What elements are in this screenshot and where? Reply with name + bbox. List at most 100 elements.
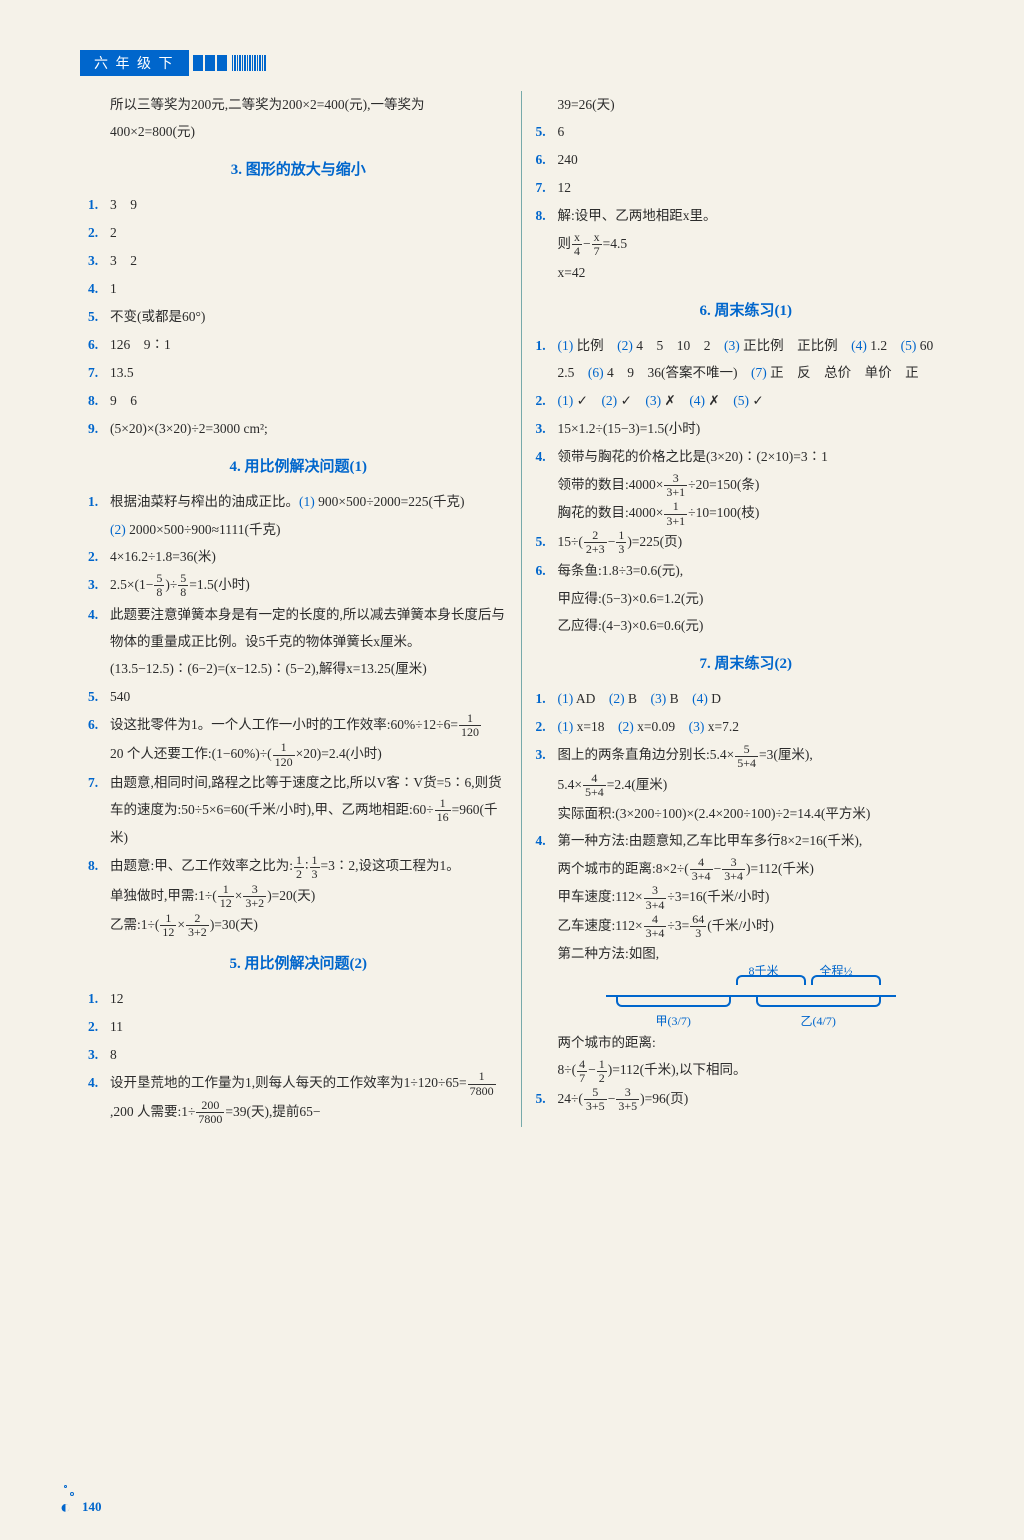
answer-text: 甲车速度:112×33+4÷3=16(千米/小时) <box>536 883 957 912</box>
answer-text: 39=26(天) <box>536 91 957 118</box>
answer-text: 6 <box>558 118 957 145</box>
answer-text: 24÷(53+5−33+5)=96(页) <box>558 1085 957 1114</box>
answer-text: 设开垦荒地的工作量为1,则每人每天的工作效率为1÷120÷65=17800,20… <box>110 1069 509 1126</box>
answer-text: x=42 <box>536 259 957 286</box>
item-number: 4. <box>88 1069 110 1126</box>
answer-text: 领带与胸花的价格之比是(3×20)∶(2×10)=3∶1 <box>558 443 957 470</box>
page-number: 140 <box>82 1499 102 1515</box>
intro-text: 所以三等奖为200元,二等奖为200×2=400(元),一等奖为400×2=80… <box>88 91 509 145</box>
answer-text: 8÷(47−12)=112(千米),以下相同。 <box>536 1056 957 1085</box>
item-number: 6. <box>88 711 110 740</box>
section-3-title: 3. 图形的放大与缩小 <box>88 155 509 185</box>
line-diagram: 8千米 全程½ 甲(3/7) 乙(4/7) <box>606 973 896 1021</box>
answer-text: 乙应得:(4−3)×0.6=0.6(元) <box>536 612 957 639</box>
item-number: 5. <box>88 683 110 710</box>
item-number: 6. <box>536 146 558 173</box>
item-number: 2. <box>536 387 558 414</box>
item-number: 1. <box>88 488 110 515</box>
item-number: 4. <box>88 601 110 682</box>
item-number: 4. <box>88 275 110 302</box>
bubble-icon <box>70 1492 74 1496</box>
answer-text: 乙需:1÷(112×23+2)=30(天) <box>88 911 509 940</box>
answer-text: 不变(或都是60°) <box>110 303 509 330</box>
right-column: 39=26(天) 5.6 6.240 7.12 8.解:设甲、乙两地相距x里。 … <box>522 91 965 1127</box>
answer-text: 由题意:甲、乙工作效率之比为:12∶13=3∶2,设这项工程为1。 <box>110 852 509 881</box>
item-number: 3. <box>88 1041 110 1068</box>
answer-text: (1) ✓ (2) ✓ (3) ✗ (4) ✗ (5) ✓ <box>558 387 957 414</box>
answer-text: (2) 2000×500÷900≈1111(千克) <box>88 516 509 543</box>
content-columns: 所以三等奖为200元,二等奖为200×2=400(元),一等奖为400×2=80… <box>80 91 964 1127</box>
answer-text: (1) AD (2) B (3) B (4) D <box>558 685 957 712</box>
page: 六 年 级 下 所以三等奖为200元,二等奖为200×2=400(元),一等奖为… <box>0 0 1024 1540</box>
section-7-title: 7. 周末练习(2) <box>536 649 957 679</box>
answer-text: 实际面积:(3×200÷100)×(2.4×200÷100)÷2=14.4(平方… <box>536 800 957 827</box>
item-number: 6. <box>88 331 110 358</box>
item-number: 7. <box>88 359 110 386</box>
answer-text: 2 <box>110 219 509 246</box>
item-number: 3. <box>88 247 110 274</box>
grade-badge: 六 年 级 下 <box>80 50 189 76</box>
item-number: 1. <box>536 332 558 386</box>
answer-text: 乙车速度:112×43+4÷3=643(千米/小时) <box>536 912 957 941</box>
item-number: 3. <box>88 571 110 600</box>
answer-text: 领带的数目:4000×33+1÷20=150(条) <box>536 471 957 500</box>
answer-text: 15×1.2÷(15−3)=1.5(小时) <box>558 415 957 442</box>
answer-text: 根据油菜籽与榨出的油成正比。(1) 900×500÷2000=225(千克) <box>110 488 509 515</box>
barcode-icon <box>232 55 266 71</box>
answer-text: 则x4−x7=4.5 <box>536 230 957 259</box>
answer-text: 由题意,相同时间,路程之比等于速度之比,所以V客∶V货=5∶6,则货车的速度为:… <box>110 769 509 852</box>
answer-text: 20 个人还要工作:(1−60%)÷(1120×20)=2.4(小时) <box>88 740 509 769</box>
diagram-label: 甲(3/7) <box>656 1009 691 1033</box>
answer-text: 15÷(22+3−13)=225(页) <box>558 528 957 557</box>
answer-text: 第一种方法:由题意知,乙车比甲车多行8×2=16(千米), <box>558 827 957 854</box>
answer-text: 240 <box>558 146 957 173</box>
item-number: 7. <box>88 769 110 852</box>
item-number: 7. <box>536 174 558 201</box>
item-number: 4. <box>536 827 558 854</box>
answer-text: 11 <box>110 1013 509 1040</box>
item-number: 8. <box>88 387 110 414</box>
answer-text: 设这批零件为1。一个人工作一小时的工作效率:60%÷12÷6=1120 <box>110 711 509 740</box>
answer-text: 甲应得:(5−3)×0.6=1.2(元) <box>536 585 957 612</box>
answer-text: 13.5 <box>110 359 509 386</box>
answer-text: 3 2 <box>110 247 509 274</box>
item-number: 2. <box>536 713 558 740</box>
answer-text: 3 9 <box>110 191 509 218</box>
item-number: 8. <box>88 852 110 881</box>
answer-text: 2.5×(1−58)÷58=1.5(小时) <box>110 571 509 600</box>
answer-text: 两个城市的距离:8×2÷(43+4−33+4)=112(千米) <box>536 855 957 884</box>
item-number: 9. <box>88 415 110 442</box>
item-number: 8. <box>536 202 558 229</box>
answer-text: 12 <box>558 174 957 201</box>
section-4-title: 4. 用比例解决问题(1) <box>88 452 509 482</box>
item-number: 5. <box>536 118 558 145</box>
answer-text: 5.4×45+4=2.4(厘米) <box>536 771 957 800</box>
answer-text: 每条鱼:1.8÷3=0.6(元), <box>558 557 957 584</box>
answer-text: 8 <box>110 1041 509 1068</box>
section-5-title: 5. 用比例解决问题(2) <box>88 949 509 979</box>
answer-text: 4×16.2÷1.8=36(米) <box>110 543 509 570</box>
header-band: 六 年 级 下 <box>80 50 964 76</box>
item-number: 1. <box>88 985 110 1012</box>
diagram-label: 乙(4/7) <box>801 1009 836 1033</box>
answer-text: 9 6 <box>110 387 509 414</box>
header-squares <box>193 55 229 71</box>
item-number: 1. <box>88 191 110 218</box>
fish-icon: ◐ <box>60 1497 71 1518</box>
item-number: 2. <box>88 219 110 246</box>
item-number: 1. <box>536 685 558 712</box>
answer-text: 12 <box>110 985 509 1012</box>
answer-text: 540 <box>110 683 509 710</box>
answer-text: 单独做时,甲需:1÷(112×33+2)=20(天) <box>88 882 509 911</box>
answer-text: 126 9∶1 <box>110 331 509 358</box>
section-6-title: 6. 周末练习(1) <box>536 296 957 326</box>
answer-text: (1) 比例 (2) 4 5 10 2 (3) 正比例 正比例 (4) 1.2 … <box>558 332 957 386</box>
item-number: 4. <box>536 443 558 470</box>
item-number: 6. <box>536 557 558 584</box>
item-number: 2. <box>88 1013 110 1040</box>
left-column: 所以三等奖为200元,二等奖为200×2=400(元),一等奖为400×2=80… <box>80 91 522 1127</box>
item-number: 5. <box>536 528 558 557</box>
answer-text: 两个城市的距离: <box>536 1029 957 1056</box>
item-number: 3. <box>536 741 558 770</box>
answer-text: 解:设甲、乙两地相距x里。 <box>558 202 957 229</box>
